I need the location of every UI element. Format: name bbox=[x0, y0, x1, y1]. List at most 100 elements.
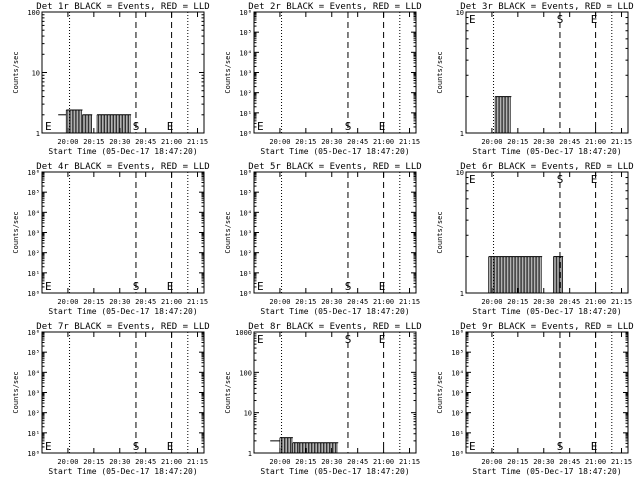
marker-s: S bbox=[345, 333, 352, 346]
y-axis-label: Counts/sec bbox=[224, 211, 232, 253]
y-axis-label: Counts/sec bbox=[436, 51, 444, 93]
y-tick-label: 1 bbox=[460, 130, 464, 138]
panel-det-8: Det 8r BLACK = Events, RED = LLD Counts/s… bbox=[224, 322, 422, 476]
y-tick-label: 10³ bbox=[27, 230, 40, 238]
marker-e: E bbox=[469, 440, 476, 453]
y-tick-label: 10² bbox=[27, 410, 40, 418]
x-tick-label: 20:45 bbox=[347, 458, 368, 466]
panel-det-6: Det 6r BLACK = Events, RED = LLD Counts/s… bbox=[436, 162, 634, 316]
x-axis-label: Start Time (05-Dec-17 18:47:20) bbox=[48, 467, 197, 476]
x-axis-label: Start Time (05-Dec-17 18:47:20) bbox=[48, 307, 197, 316]
marker-s: S bbox=[133, 280, 140, 293]
panel-title: Det 4r BLACK = Events, RED = LLD bbox=[36, 162, 209, 172]
x-axis-label: Start Time (05-Dec-17 18:47:20) bbox=[260, 147, 409, 156]
marker-e: E bbox=[257, 120, 264, 133]
y-tick-label: 10⁴ bbox=[451, 369, 464, 377]
marker-e: E bbox=[45, 280, 52, 293]
y-tick-label: 10² bbox=[27, 250, 40, 258]
x-tick-label: 21:00 bbox=[585, 298, 606, 306]
x-tick-label: 20:30 bbox=[533, 298, 554, 306]
y-axis-label: Counts/sec bbox=[12, 371, 20, 413]
y-tick-label: 10⁶ bbox=[27, 329, 40, 337]
panel-det-3: Det 3r BLACK = Events, RED = LLD Counts/s… bbox=[436, 2, 634, 156]
y-tick-label: 10 bbox=[456, 169, 464, 177]
x-tick-label: 21:15 bbox=[187, 138, 208, 146]
panel-det-2: Det 2r BLACK = Events, RED = LLD Counts/s… bbox=[224, 2, 422, 156]
marker-e: E bbox=[469, 173, 476, 186]
marker-s: S bbox=[345, 280, 352, 293]
panel-title: Det 3r BLACK = Events, RED = LLD bbox=[460, 2, 633, 12]
y-tick-label: 10 bbox=[244, 410, 252, 418]
x-tick-label: 20:15 bbox=[507, 298, 528, 306]
y-axis-label: Counts/sec bbox=[12, 51, 20, 93]
x-tick-label: 21:15 bbox=[611, 458, 632, 466]
y-tick-label: 10⁵ bbox=[27, 349, 40, 357]
y-axis-label: Counts/sec bbox=[436, 371, 444, 413]
x-axis-label: Start Time (05-Dec-17 18:47:20) bbox=[48, 147, 197, 156]
y-tick-label: 10² bbox=[451, 410, 464, 418]
y-tick-label: 10⁵ bbox=[239, 189, 252, 197]
x-tick-label: 20:45 bbox=[347, 298, 368, 306]
panel-title: Det 6r BLACK = Events, RED = LLD bbox=[460, 162, 633, 172]
y-tick-label: 1 bbox=[36, 130, 40, 138]
x-tick-label: 20:15 bbox=[83, 138, 104, 146]
x-tick-label: 20:30 bbox=[109, 298, 130, 306]
x-tick-label: 20:30 bbox=[533, 458, 554, 466]
x-tick-label: 20:00 bbox=[481, 138, 502, 146]
x-tick-label: 20:45 bbox=[135, 138, 156, 146]
y-axis-label: Counts/sec bbox=[224, 371, 232, 413]
marker-s: S bbox=[133, 440, 140, 453]
y-tick-label: 10³ bbox=[27, 390, 40, 398]
y-tick-label: 10² bbox=[239, 90, 252, 98]
marker-s: S bbox=[557, 440, 564, 453]
x-tick-label: 20:00 bbox=[57, 298, 78, 306]
marker-s: S bbox=[557, 173, 564, 186]
x-tick-label: 20:15 bbox=[295, 458, 316, 466]
x-tick-label: 21:00 bbox=[161, 298, 182, 306]
y-tick-label: 10³ bbox=[451, 390, 464, 398]
y-tick-label: 10² bbox=[239, 250, 252, 258]
x-tick-label: 21:15 bbox=[399, 458, 420, 466]
y-tick-label: 1000 bbox=[235, 329, 252, 337]
y-tick-label: 10⁶ bbox=[27, 169, 40, 177]
y-tick-label: 1 bbox=[460, 290, 464, 298]
y-tick-label: 10⁴ bbox=[27, 209, 40, 217]
marker-e: E bbox=[167, 440, 174, 453]
plot-frame bbox=[465, 11, 629, 134]
y-tick-label: 10⁴ bbox=[27, 369, 40, 377]
y-tick-label: 10⁰ bbox=[239, 130, 252, 138]
x-tick-label: 20:00 bbox=[269, 138, 290, 146]
x-tick-label: 20:00 bbox=[269, 458, 290, 466]
x-tick-label: 20:00 bbox=[57, 138, 78, 146]
x-tick-label: 20:45 bbox=[559, 458, 580, 466]
x-tick-label: 20:45 bbox=[135, 298, 156, 306]
panel-det-1: Det 1r BLACK = Events, RED = LLD Counts/s… bbox=[12, 2, 210, 156]
y-tick-label: 10¹ bbox=[27, 270, 40, 278]
y-tick-label: 100 bbox=[27, 9, 40, 17]
x-tick-label: 21:00 bbox=[373, 138, 394, 146]
x-tick-label: 20:00 bbox=[57, 458, 78, 466]
y-tick-label: 10¹ bbox=[451, 430, 464, 438]
x-axis-label: Start Time (05-Dec-17 18:47:20) bbox=[472, 147, 621, 156]
x-tick-label: 20:15 bbox=[83, 458, 104, 466]
x-tick-label: 20:45 bbox=[135, 458, 156, 466]
x-tick-label: 20:30 bbox=[109, 458, 130, 466]
x-tick-label: 20:15 bbox=[295, 138, 316, 146]
panel-det-9: Det 9r BLACK = Events, RED = LLD Counts/s… bbox=[436, 322, 634, 476]
x-tick-label: 21:15 bbox=[187, 458, 208, 466]
series-spikes bbox=[494, 96, 511, 133]
series-spikes bbox=[553, 256, 563, 293]
y-axis-label: Counts/sec bbox=[224, 51, 232, 93]
panel-det-5: Det 5r BLACK = Events, RED = LLD Counts/s… bbox=[224, 162, 422, 316]
x-tick-label: 21:00 bbox=[585, 458, 606, 466]
y-tick-label: 10¹ bbox=[239, 110, 252, 118]
x-tick-label: 21:00 bbox=[373, 458, 394, 466]
y-axis-label: Counts/sec bbox=[436, 211, 444, 253]
x-tick-label: 20:30 bbox=[321, 458, 342, 466]
x-tick-label: 21:15 bbox=[611, 298, 632, 306]
y-tick-label: 10⁰ bbox=[27, 290, 40, 298]
y-tick-label: 10⁵ bbox=[27, 189, 40, 197]
panel-title: Det 2r BLACK = Events, RED = LLD bbox=[248, 2, 421, 12]
